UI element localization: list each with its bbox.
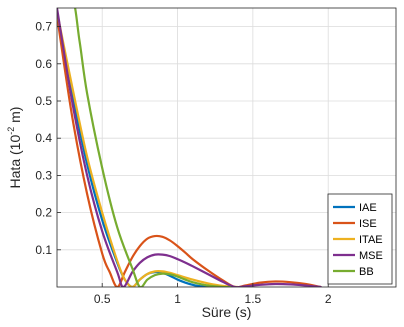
y-axis-label: Hata (10-2 m) xyxy=(6,107,23,189)
x-tick-label: 2 xyxy=(325,292,332,306)
legend-label-iae: IAE xyxy=(359,202,377,214)
y-axis-label-main: Hata (10 xyxy=(7,135,23,189)
y-tick-label: 0.7 xyxy=(35,20,52,34)
series-lines xyxy=(57,8,322,287)
y-tick-label: 0.1 xyxy=(35,243,52,257)
y-tick-label: 0.4 xyxy=(35,131,52,145)
legend: IAE ISE ITAE MSE BB xyxy=(327,193,393,285)
plot-frame xyxy=(56,7,397,288)
x-tick-label: 1 xyxy=(174,292,181,306)
y-axis-label-exponent: -2 xyxy=(6,127,16,135)
y-tick-label: 0.6 xyxy=(35,57,52,71)
series-line-bb xyxy=(73,8,232,287)
x-axis-label: Süre (s) xyxy=(202,304,252,320)
axis-ticks: 0.5 1 1.5 2 0.1 0.2 0.3 0.4 0.5 0.6 0.7 xyxy=(35,20,332,306)
x-tick-label: 0.5 xyxy=(94,292,111,306)
series-line-ise xyxy=(57,14,322,287)
series-line-mse xyxy=(57,8,322,287)
series-line-itae xyxy=(57,10,239,287)
y-tick-label: 0.2 xyxy=(35,206,52,220)
legend-label-ise: ISE xyxy=(359,218,377,230)
y-axis-label-unit: m) xyxy=(7,107,23,127)
legend-label-itae: ITAE xyxy=(359,234,383,246)
legend-box xyxy=(327,193,393,285)
series-line-iae xyxy=(57,14,209,287)
legend-label-bb: BB xyxy=(359,266,374,278)
legend-label-mse: MSE xyxy=(359,250,383,262)
y-tick-label: 0.3 xyxy=(35,168,52,182)
y-tick-label: 0.5 xyxy=(35,94,52,108)
x-tick-label: 1.5 xyxy=(245,292,262,306)
